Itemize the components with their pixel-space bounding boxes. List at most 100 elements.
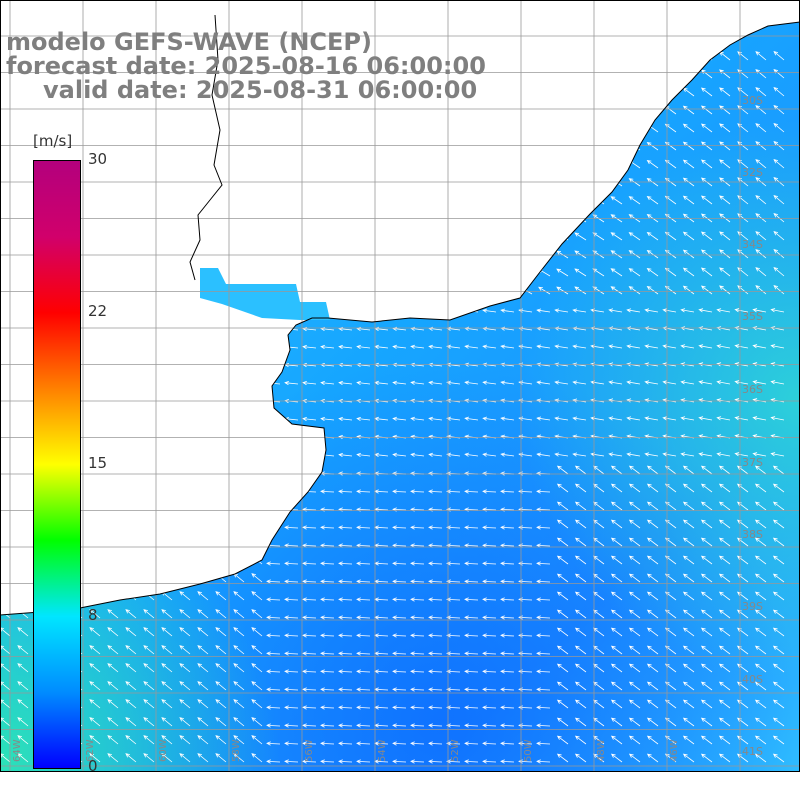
wind-arrow — [536, 416, 551, 421]
wind-arrow — [197, 591, 209, 601]
wind-arrow — [320, 741, 335, 746]
wind-arrow — [320, 489, 335, 494]
wind-arrow — [446, 741, 461, 746]
wind-arrow — [662, 344, 677, 349]
wind-arrow — [698, 380, 713, 385]
wind-arrow — [266, 669, 281, 674]
wind-arrow — [233, 591, 245, 601]
wind-arrow — [284, 525, 299, 530]
wind-arrow — [628, 268, 641, 277]
wind-arrow — [682, 519, 695, 529]
wind-arrow — [0, 627, 11, 637]
wind-arrow — [410, 344, 425, 349]
wind-arrow — [754, 573, 767, 583]
longitude-label: 62W — [85, 739, 96, 762]
wind-arrow — [682, 717, 695, 727]
wind-arrow — [446, 416, 461, 421]
wind-arrow — [284, 633, 299, 638]
wind-arrow — [482, 416, 497, 421]
wind-arrow — [464, 525, 479, 530]
wind-arrow — [0, 717, 11, 727]
wind-arrow — [284, 615, 299, 620]
wind-arrow — [719, 123, 731, 133]
wind-arrow — [754, 753, 767, 763]
wind-arrow — [772, 555, 785, 565]
wind-arrow — [89, 663, 101, 673]
wind-arrow — [251, 591, 263, 601]
wind-arrow — [574, 717, 587, 727]
wind-arrow — [628, 627, 641, 637]
wind-arrow — [17, 699, 29, 709]
wind-arrow — [646, 483, 659, 493]
wind-arrow — [610, 483, 623, 493]
wind-arrow — [719, 195, 731, 205]
wind-arrow — [302, 380, 317, 386]
wind-arrow — [574, 735, 587, 745]
wind-arrow — [446, 759, 461, 764]
wind-arrow — [197, 627, 209, 637]
wind-arrow — [718, 663, 731, 673]
wind-arrow — [410, 380, 425, 385]
wind-arrow — [266, 633, 281, 638]
wind-arrow — [608, 308, 623, 313]
wind-arrow — [428, 452, 443, 457]
wind-arrow — [719, 105, 731, 115]
wind-arrow — [754, 537, 767, 547]
latitude-label: 34S — [742, 238, 763, 251]
wind-arrow — [179, 699, 191, 709]
wind-arrow — [266, 615, 281, 620]
wind-arrow — [754, 627, 767, 637]
wind-arrow — [682, 249, 695, 259]
wind-arrow — [700, 285, 713, 295]
wind-arrow — [700, 123, 713, 133]
wind-arrow — [284, 741, 299, 746]
wind-arrow — [0, 735, 11, 745]
wind-arrow — [464, 705, 479, 710]
wind-arrow — [556, 591, 569, 601]
wind-arrow — [161, 717, 173, 727]
wind-arrow — [428, 579, 443, 584]
wind-arrow — [626, 416, 641, 421]
wind-arrow — [700, 591, 713, 601]
wind-arrow — [536, 525, 551, 530]
wind-arrow — [628, 591, 641, 601]
wind-arrow — [754, 663, 767, 673]
wind-arrow — [718, 591, 731, 601]
wind-arrow — [482, 759, 497, 764]
wind-arrow — [646, 267, 659, 277]
wind-arrow — [592, 286, 605, 295]
wind-arrow — [718, 519, 731, 529]
wind-arrow — [682, 645, 695, 655]
wind-arrow — [0, 663, 11, 673]
wind-arrow — [734, 416, 749, 421]
wind-arrow — [700, 87, 713, 97]
wind-arrow — [770, 344, 785, 349]
wind-arrow — [197, 753, 209, 763]
wind-arrow — [338, 669, 353, 674]
wind-arrow — [320, 651, 335, 656]
wind-arrow — [482, 579, 497, 584]
wind-arrow — [446, 723, 461, 728]
wind-arrow — [610, 627, 623, 637]
wind-arrow — [773, 266, 785, 277]
wind-arrow — [356, 741, 371, 746]
wind-arrow — [700, 573, 713, 583]
latitude-label: 32S — [742, 166, 763, 179]
wind-arrow — [700, 105, 713, 115]
wind-arrow — [700, 249, 713, 259]
wind-arrow — [716, 416, 731, 421]
wind-arrow — [266, 741, 281, 746]
wind-arrow — [718, 537, 731, 547]
wind-arrow — [772, 717, 785, 727]
wind-arrow — [464, 416, 479, 421]
wind-arrow — [356, 651, 371, 656]
wind-arrow — [646, 609, 659, 619]
wind-arrow — [215, 681, 227, 691]
wind-arrow — [773, 248, 785, 259]
wind-arrow — [89, 609, 101, 619]
wind-arrow — [338, 741, 353, 746]
longitude-label: 56W — [304, 739, 315, 762]
wind-arrow — [682, 465, 695, 475]
wind-arrow — [716, 344, 731, 349]
wind-arrow — [125, 645, 137, 655]
